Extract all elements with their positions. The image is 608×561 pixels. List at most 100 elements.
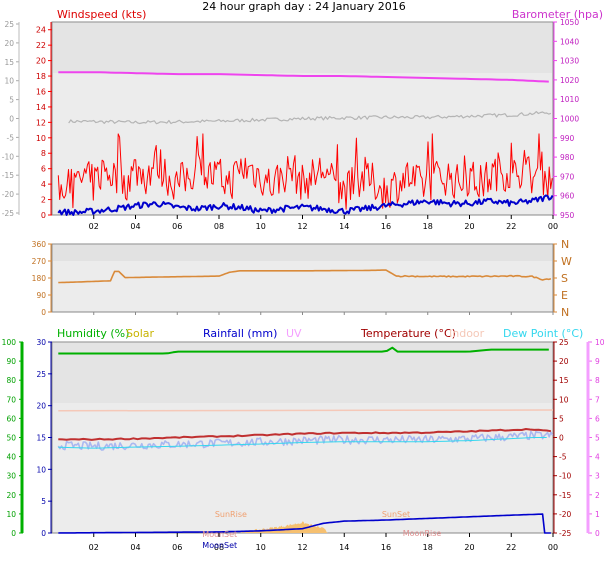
wind-tick-label: 4: [41, 180, 46, 189]
outer-tick-label: -20: [2, 190, 14, 199]
rain-tick-label: 15: [36, 434, 46, 443]
rain-tick-label: 10: [36, 465, 46, 474]
temp-tick-label: -25: [559, 529, 571, 538]
rain-tick-label: 5: [41, 497, 46, 506]
climate-x-label: 00: [548, 543, 558, 552]
climate-x-label: 04: [130, 543, 140, 552]
outer-tick-label: -10: [2, 152, 14, 161]
gray-series-line: [68, 110, 552, 125]
wind-tick-label: 10: [36, 134, 46, 143]
uv-tick-label: 0: [595, 529, 600, 538]
temp-tick-label: 10: [559, 395, 569, 404]
temp-tick-label: 25: [559, 338, 569, 347]
gust-series-line: [57, 133, 553, 210]
baro-tick-label: 970: [560, 172, 575, 181]
climate-x-label: 10: [256, 543, 266, 552]
dir-plot-shade: [53, 245, 552, 261]
x-tick-label: 16: [381, 222, 391, 231]
baro-tick-label: 1020: [560, 76, 579, 85]
humidity-tick-label: 20: [6, 491, 16, 500]
dir-tick-label: 0: [41, 308, 46, 317]
humidity-series-line: [58, 346, 549, 355]
x-tick-label: 22: [506, 222, 516, 231]
climate-x-label: 12: [297, 543, 307, 552]
baro-tick-label: 950: [560, 211, 575, 220]
x-tick-label: 02: [89, 222, 99, 231]
baro-tick-label: 1050: [560, 18, 579, 27]
baro-tick-label: 960: [560, 192, 575, 201]
compass-tick-label: S: [561, 272, 568, 285]
dir-tick-label: 180: [32, 274, 47, 283]
outer-tick-label: 15: [4, 58, 14, 67]
humidity-tick-label: 80: [6, 376, 16, 385]
outer-tick-label: 10: [4, 77, 14, 86]
outer-tick-label: -25: [2, 209, 14, 218]
outer-tick-label: 0: [9, 115, 14, 124]
annotation-sunrise: SunRise: [215, 510, 247, 519]
temperature-series-line: [58, 428, 552, 441]
rain-tick-label: 0: [41, 529, 46, 538]
rain-tick-label: 25: [36, 370, 46, 379]
x-tick-label: 18: [423, 222, 433, 231]
uv-tick-label: 8: [595, 376, 600, 385]
outer-tick-label: 5: [9, 96, 14, 105]
wind-tick-label: 2: [41, 196, 46, 205]
humidity-tick-label: 60: [6, 414, 16, 423]
baro-series-line: [58, 71, 549, 83]
humidity-tick-label: 40: [6, 453, 16, 462]
compass-tick-label: N: [561, 238, 569, 251]
outer-tick-label: -15: [2, 171, 14, 180]
x-tick-label: 08: [214, 222, 224, 231]
climate-legend-4: Temperature (°C): [360, 327, 456, 340]
dir-tick-label: 270: [32, 257, 47, 266]
climate-x-label: 22: [506, 543, 516, 552]
baro-tick-label: 1010: [560, 95, 579, 104]
temp-tick-label: 0: [559, 434, 564, 443]
compass-tick-label: E: [561, 289, 568, 302]
temp-tick-label: -20: [559, 510, 571, 519]
climate-x-label: 06: [172, 543, 182, 552]
x-tick-label: 06: [172, 222, 182, 231]
climate-legend-0: Humidity (%): [57, 327, 129, 340]
humidity-tick-label: 30: [6, 472, 16, 481]
climate-x-label: 16: [381, 543, 391, 552]
compass-tick-label: W: [561, 255, 572, 268]
annotation-moonrise: MoonRise: [403, 529, 442, 538]
rainfall-series-line: [58, 513, 551, 534]
wind-tick-label: 14: [36, 103, 46, 112]
baro-tick-label: 1000: [560, 115, 579, 124]
humidity-tick-label: 50: [6, 434, 16, 443]
direction-series-line: [58, 269, 552, 284]
temp-tick-label: -5: [559, 453, 567, 462]
climate-x-label: 02: [89, 543, 99, 552]
climate-x-label: 14: [339, 543, 349, 552]
wind-tick-label: 18: [36, 72, 46, 81]
climate-x-label: 18: [423, 543, 433, 552]
dewpoint-smooth-line: [58, 437, 547, 449]
x-tick-label: 10: [256, 222, 266, 231]
dir-tick-label: 360: [32, 240, 47, 249]
climate-x-label: 20: [464, 543, 474, 552]
x-tick-label: 14: [339, 222, 349, 231]
climate-x-label: 08: [214, 543, 224, 552]
wind-tick-label: 8: [41, 149, 46, 158]
outer-tick-label: 20: [4, 39, 14, 48]
temp-tick-label: -15: [559, 491, 571, 500]
climate-legend-6: Dew Point (°C): [503, 327, 583, 340]
wind-tick-label: 24: [36, 26, 46, 35]
humidity-tick-label: 0: [11, 529, 16, 538]
x-tick-label: 12: [297, 222, 307, 231]
humidity-tick-label: 70: [6, 395, 16, 404]
uv-tick-label: 10: [595, 338, 605, 347]
climate-legend-2: Rainfall (mm): [203, 327, 277, 340]
baro-tick-label: 1030: [560, 57, 579, 66]
wind-tick-label: 6: [41, 165, 46, 174]
climate-legend-1: Solar: [126, 327, 155, 340]
uv-tick-label: 4: [595, 453, 600, 462]
x-tick-label: 20: [464, 222, 474, 231]
outer-tick-label: -5: [7, 133, 15, 142]
wind-tick-label: 20: [36, 57, 46, 66]
dir-tick-label: 90: [36, 291, 46, 300]
